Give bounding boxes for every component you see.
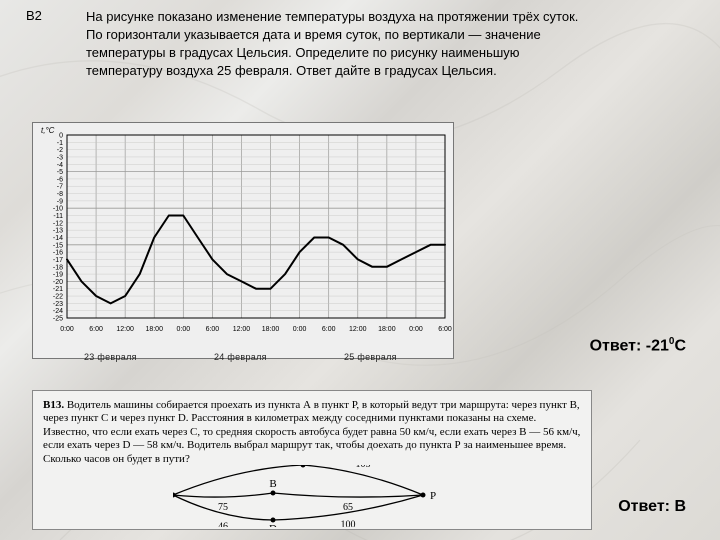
svg-text:12:00: 12:00 xyxy=(349,326,367,333)
svg-text:-8: -8 xyxy=(57,191,63,198)
answer-value: -21 xyxy=(646,337,669,354)
answer-prefix: Ответ: xyxy=(618,498,670,515)
svg-text:0: 0 xyxy=(59,133,63,140)
answer-prefix: Ответ: xyxy=(590,337,642,354)
svg-text:-24: -24 xyxy=(53,308,63,315)
svg-text:-14: -14 xyxy=(53,235,63,242)
b2-days: 23 февраля24 февраля25 февраля xyxy=(84,352,474,362)
svg-text:-25: -25 xyxy=(53,316,63,323)
b2-chart: 0-1-2-3-4-5-6-7-8-9-10-11-12-13-14-15-16… xyxy=(32,122,454,359)
b2-label: B2 xyxy=(26,8,42,23)
svg-text:35: 35 xyxy=(233,465,243,468)
svg-text:-22: -22 xyxy=(53,294,63,301)
svg-text:6:00: 6:00 xyxy=(89,326,103,333)
answer-unit: С xyxy=(674,337,686,354)
svg-text:-15: -15 xyxy=(53,242,63,249)
svg-text:-5: -5 xyxy=(57,169,63,176)
svg-text:0:00: 0:00 xyxy=(60,326,74,333)
svg-text:-7: -7 xyxy=(57,184,63,191)
svg-text:-10: -10 xyxy=(53,206,63,213)
svg-text:t,°C: t,°C xyxy=(41,126,55,135)
svg-text:-16: -16 xyxy=(53,250,63,257)
svg-text:0:00: 0:00 xyxy=(176,326,190,333)
svg-text:-3: -3 xyxy=(57,154,63,161)
svg-text:0:00: 0:00 xyxy=(409,326,423,333)
svg-text:P: P xyxy=(430,490,436,502)
svg-text:6:00: 6:00 xyxy=(438,326,452,333)
svg-text:-9: -9 xyxy=(57,198,63,205)
svg-text:-23: -23 xyxy=(53,301,63,308)
svg-text:12:00: 12:00 xyxy=(233,326,251,333)
svg-text:18:00: 18:00 xyxy=(378,326,396,333)
b2-text: На рисунке показано изменение температур… xyxy=(86,8,586,80)
svg-text:-21: -21 xyxy=(53,286,63,293)
b13-label: В13. xyxy=(43,399,64,411)
svg-text:B: B xyxy=(269,478,276,490)
svg-text:6:00: 6:00 xyxy=(322,326,336,333)
svg-text:0:00: 0:00 xyxy=(293,326,307,333)
svg-text:18:00: 18:00 xyxy=(145,326,163,333)
svg-text:-20: -20 xyxy=(53,279,63,286)
svg-text:100: 100 xyxy=(341,520,356,528)
svg-text:-11: -11 xyxy=(53,213,63,220)
svg-text:12:00: 12:00 xyxy=(116,326,134,333)
svg-text:-19: -19 xyxy=(53,272,63,279)
svg-text:-1: -1 xyxy=(57,140,63,147)
svg-text:46: 46 xyxy=(218,522,228,528)
svg-text:-18: -18 xyxy=(53,264,63,271)
svg-text:105: 105 xyxy=(356,465,371,470)
svg-text:C: C xyxy=(307,465,314,466)
svg-text:-17: -17 xyxy=(53,257,63,264)
svg-text:D: D xyxy=(269,523,277,527)
svg-text:-4: -4 xyxy=(57,162,63,169)
svg-text:-13: -13 xyxy=(53,228,63,235)
svg-text:18:00: 18:00 xyxy=(262,326,280,333)
b13-answer: Ответ: B xyxy=(618,498,686,516)
b13-graph: 35754610565100ABCDP xyxy=(173,465,453,527)
answer-value: B xyxy=(674,498,686,515)
svg-text:75: 75 xyxy=(218,502,228,513)
svg-text:6:00: 6:00 xyxy=(206,326,220,333)
b13-box: В13. Водитель машины собирается проехать… xyxy=(32,390,592,530)
b2-answer: Ответ: -210С xyxy=(590,336,686,355)
svg-text:-6: -6 xyxy=(57,176,63,183)
b13-text: Водитель машины собирается проехать из п… xyxy=(43,399,580,465)
svg-text:-12: -12 xyxy=(53,220,63,227)
svg-text:-2: -2 xyxy=(57,147,63,154)
